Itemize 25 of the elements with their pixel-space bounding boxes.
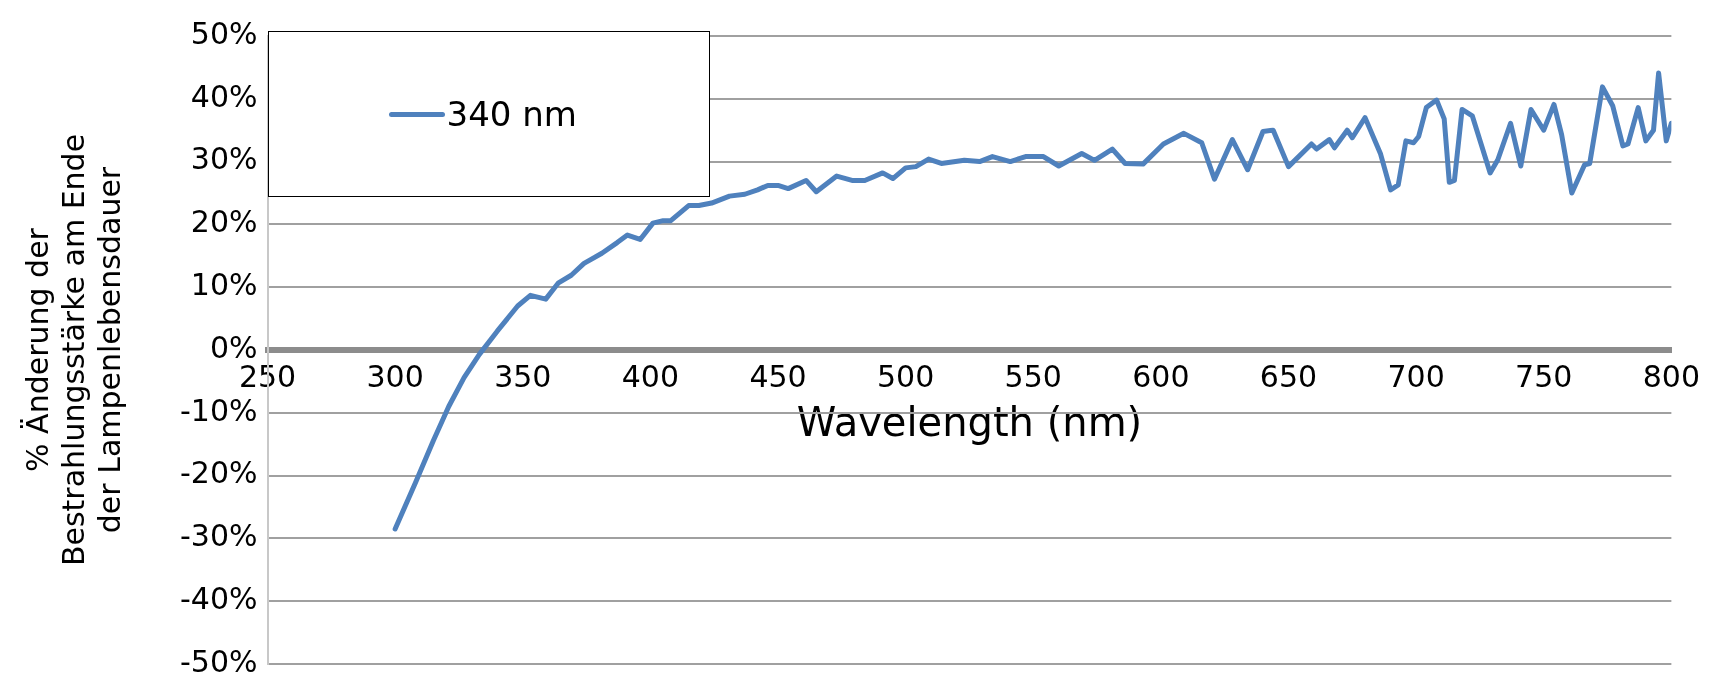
x-axis-title: Wavelength (nm) <box>796 399 1143 446</box>
x-tick-label: 700 <box>1387 358 1445 394</box>
x-tick-label: 550 <box>1004 358 1062 394</box>
y-tick-label: -30% <box>179 518 258 554</box>
y-tick-label: -40% <box>179 581 258 616</box>
y-tick-label: -50% <box>179 643 258 679</box>
y-tick-label: -20% <box>179 455 258 491</box>
y-axis-title: % Änderung der Bestrahlungsstärke am Ende der Lampenlebensdauer <box>19 133 127 567</box>
y-tick-label: 30% <box>190 141 258 177</box>
x-tick-label: 600 <box>1132 358 1190 394</box>
x-tick-label: 350 <box>494 358 552 394</box>
x-tick-label: 300 <box>366 358 424 394</box>
y-tick-label: 50% <box>190 15 258 51</box>
legend-label: 340 nm <box>446 94 577 134</box>
x-tick-label: 450 <box>749 358 807 394</box>
y-tick-label: 20% <box>190 204 258 240</box>
y-tick-label: -10% <box>179 392 258 428</box>
x-tick-label: 500 <box>876 358 935 394</box>
y-tick-label: 10% <box>190 267 258 302</box>
x-tick-label: 800 <box>1642 358 1700 394</box>
legend-frame: 340 nm <box>267 31 710 197</box>
x-tick-label: 400 <box>621 358 680 394</box>
x-tick-label: 650 <box>1259 358 1318 394</box>
y-tick-label: 40% <box>190 78 258 114</box>
x-tick-label: 750 <box>1515 358 1573 394</box>
